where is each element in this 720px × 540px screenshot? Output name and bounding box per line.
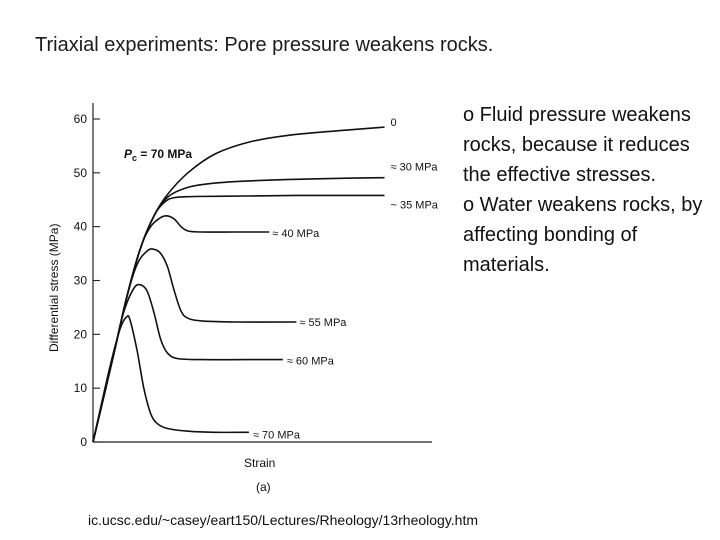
bullet-water-weakens: o Water weakens rocks, by affecting bond… bbox=[463, 194, 703, 276]
slide-title: Triaxial experiments: Pore pressure weak… bbox=[35, 34, 494, 56]
y-tick-label-20: 20 bbox=[74, 327, 88, 341]
pc-subscript: c bbox=[132, 153, 137, 163]
curve-label-60-mpa: ≈ 60 MPa bbox=[287, 356, 335, 368]
y-tick-label-50: 50 bbox=[74, 166, 88, 180]
confining-pressure-label: Pc = 70 MPa bbox=[124, 147, 192, 163]
pc-symbol: P bbox=[124, 147, 133, 161]
y-tick-label-30: 30 bbox=[74, 274, 88, 288]
curve-labels: 0 ≈ 30 MPa ~ 35 MPa ≈ 40 MPa ≈ 55 MPa ≈ 60 MP… bbox=[253, 117, 439, 441]
curve-label-35-mpa: ~ 35 MPa bbox=[391, 199, 439, 211]
x-axis-label: Strain bbox=[244, 456, 275, 470]
y-axis-label: Differential stress (MPa) bbox=[47, 224, 61, 352]
curve-label-55-mpa: ≈ 55 MPa bbox=[299, 317, 347, 329]
pc-value: = 70 MPa bbox=[137, 147, 192, 161]
bullet-list: o Fluid pressure weakens rocks, because … bbox=[463, 100, 715, 280]
curve-60-mpa bbox=[92, 283, 283, 443]
curve-70-mpa bbox=[92, 315, 249, 443]
panel-label: (a) bbox=[256, 480, 271, 494]
y-tick-label-60: 60 bbox=[74, 112, 88, 126]
bullet-fluid-pressure: o Fluid pressure weakens rocks, because … bbox=[463, 104, 691, 186]
source-url[interactable]: ic.ucsc.edu/~casey/eart150/Lectures/Rheo… bbox=[88, 512, 479, 528]
curve-30-mpa bbox=[92, 176, 385, 443]
curves bbox=[92, 126, 385, 443]
curve-label-0: 0 bbox=[391, 117, 397, 129]
y-tick-label-40: 40 bbox=[74, 220, 88, 234]
curve-label-30-mpa: ≈ 30 MPa bbox=[391, 162, 439, 174]
curve-label-70-mpa: ≈ 70 MPa bbox=[253, 429, 301, 441]
curve-label-40-mpa: ≈ 40 MPa bbox=[272, 228, 320, 240]
curve-55-mpa bbox=[92, 248, 297, 443]
y-tick-label-10: 10 bbox=[74, 381, 88, 395]
y-tick-label-0: 0 bbox=[80, 435, 87, 449]
axes: 0 10 20 30 40 50 60 bbox=[74, 103, 432, 449]
